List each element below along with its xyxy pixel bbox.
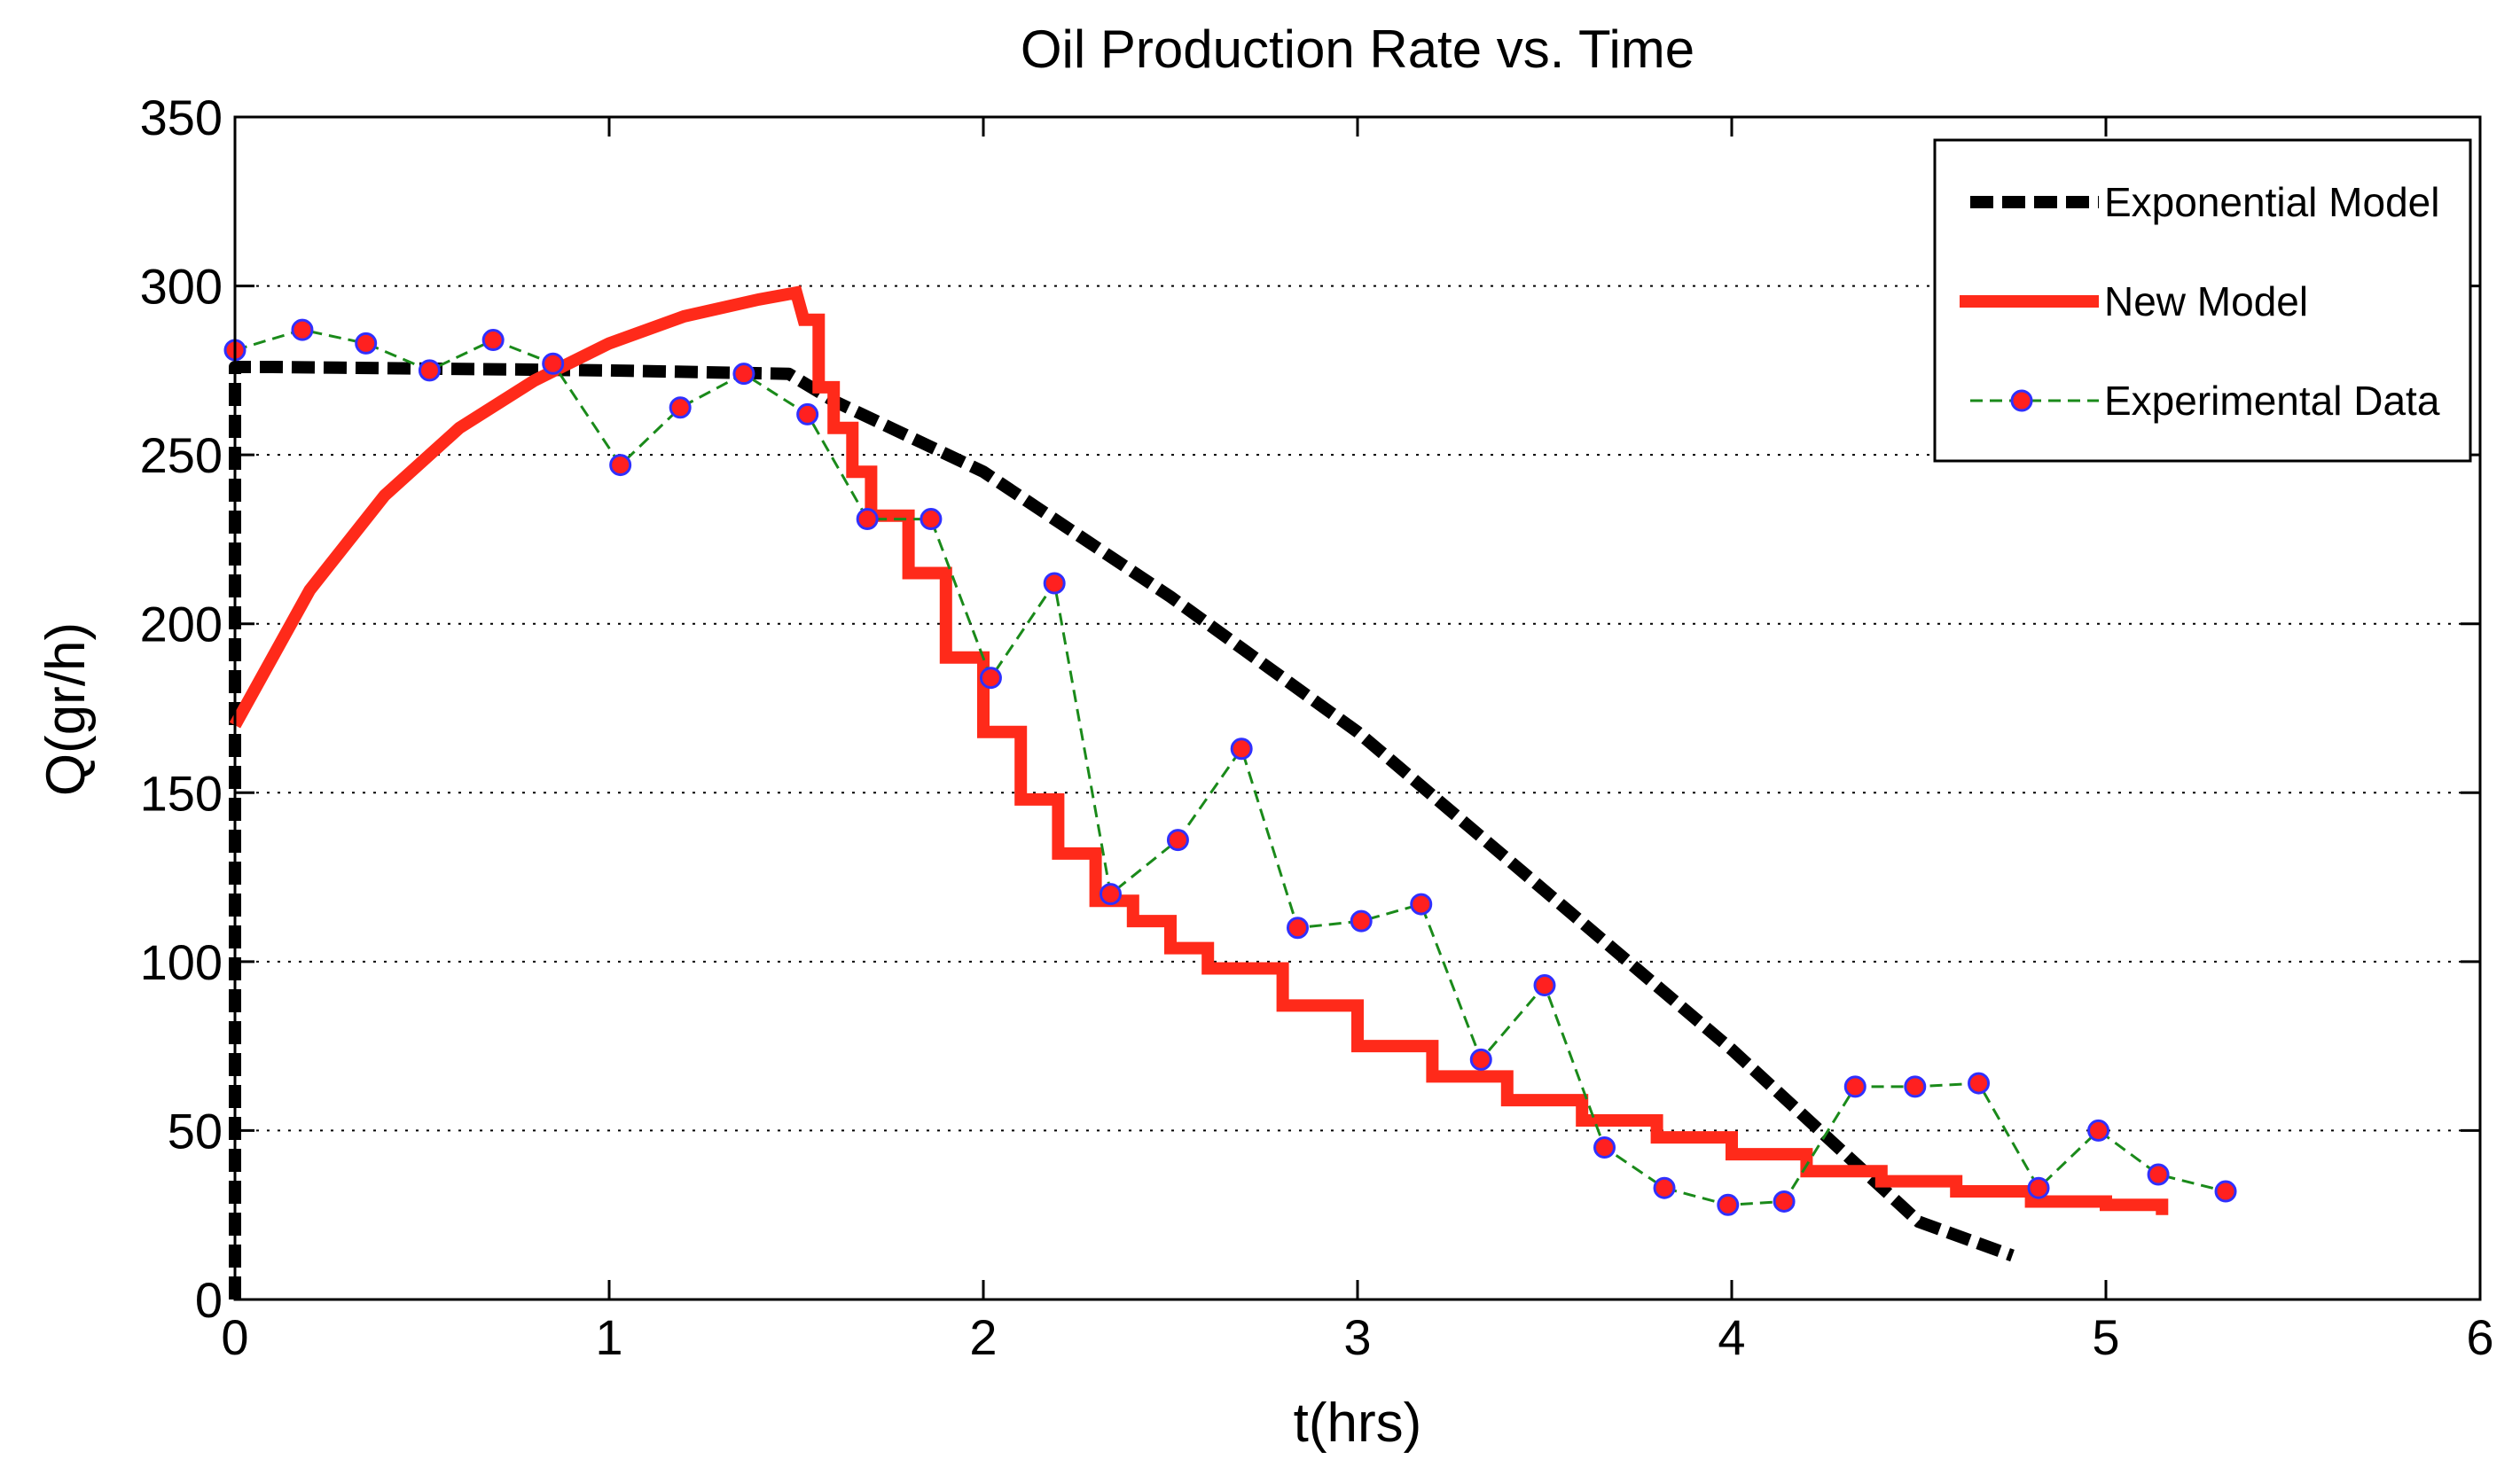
experimental-point-11 bbox=[920, 508, 943, 531]
y-tick-label-100: 100 bbox=[140, 934, 223, 990]
x-tick-label-2: 2 bbox=[969, 1309, 997, 1365]
experimental-point-17 bbox=[1286, 917, 1309, 940]
experimental-point-18 bbox=[1350, 909, 1373, 933]
y-axis-label: Q(gr/h) bbox=[35, 622, 97, 796]
experimental-point-6 bbox=[609, 454, 632, 477]
x-tick-label-5: 5 bbox=[2092, 1309, 2119, 1365]
y-tick-label-300: 300 bbox=[140, 259, 223, 315]
experimental-point-22 bbox=[1593, 1136, 1616, 1159]
experimental-point-13 bbox=[1043, 572, 1066, 595]
experimental-point-30 bbox=[2087, 1119, 2110, 1142]
experimental-point-32 bbox=[2214, 1180, 2237, 1203]
experimental-point-26 bbox=[1843, 1075, 1867, 1098]
experimental-point-20 bbox=[1469, 1048, 1492, 1071]
x-axis-label: t(hrs) bbox=[1294, 1393, 1422, 1454]
experimental-point-14 bbox=[1099, 883, 1122, 906]
experimental-point-12 bbox=[979, 667, 1002, 690]
y-tick-label-200: 200 bbox=[140, 597, 223, 652]
series-new-model bbox=[229, 285, 2169, 1215]
experimental-point-4 bbox=[481, 329, 505, 352]
x-tick-label-1: 1 bbox=[595, 1309, 622, 1365]
y-tick-label-0: 0 bbox=[195, 1272, 223, 1328]
experimental-point-27 bbox=[1904, 1075, 1927, 1098]
legend-label-exponential: Exponential Model bbox=[2104, 179, 2439, 225]
y-tick-label-150: 150 bbox=[140, 765, 223, 821]
x-tick-label-3: 3 bbox=[1343, 1309, 1371, 1365]
experimental-point-15 bbox=[1166, 829, 1189, 852]
x-tick-label-4: 4 bbox=[1718, 1309, 1745, 1365]
experimental-point-29 bbox=[2027, 1176, 2050, 1199]
series-exponential-model bbox=[229, 361, 2015, 1299]
grid-layer bbox=[235, 285, 2480, 1132]
experimental-point-25 bbox=[1773, 1190, 1796, 1213]
experimental-point-19 bbox=[1410, 893, 1433, 916]
experimental-point-1 bbox=[291, 318, 314, 341]
experimental-point-8 bbox=[732, 363, 755, 386]
legend: Exponential Model New Model Experimental… bbox=[1933, 138, 2472, 463]
x-tick-label-6: 6 bbox=[2466, 1309, 2493, 1365]
x-tick-label-0: 0 bbox=[221, 1309, 248, 1365]
tick-layer: 0 50 100 150 200 250 300 350 0 1 2 3 4 5 6 bbox=[140, 90, 2494, 1365]
experimental-point-21 bbox=[1533, 974, 1556, 997]
experimental-point-31 bbox=[2147, 1163, 2170, 1186]
experimental-point-23 bbox=[1653, 1176, 1676, 1199]
experimental-point-16 bbox=[1230, 738, 1253, 761]
series-layer bbox=[223, 285, 2237, 1299]
legend-label-experimental: Experimental Data bbox=[2104, 378, 2440, 424]
y-tick-label-250: 250 bbox=[140, 427, 223, 483]
y-tick-label-50: 50 bbox=[168, 1103, 223, 1159]
experimental-point-5 bbox=[542, 352, 565, 375]
experimental-point-7 bbox=[669, 396, 692, 419]
chart-title: Oil Production Rate vs. Time bbox=[1021, 20, 1694, 79]
experimental-point-2 bbox=[355, 332, 378, 355]
legend-label-new-model: New Model bbox=[2104, 278, 2308, 324]
experimental-point-3 bbox=[418, 359, 441, 382]
series-experimental-data-line bbox=[234, 328, 2227, 1206]
legend-marker-experimental bbox=[2010, 389, 2033, 412]
experimental-point-9 bbox=[796, 402, 819, 425]
experimental-point-28 bbox=[1968, 1072, 1991, 1095]
experimental-point-24 bbox=[1717, 1193, 1740, 1216]
experimental-point-10 bbox=[856, 508, 879, 531]
y-tick-label-350: 350 bbox=[140, 90, 223, 145]
